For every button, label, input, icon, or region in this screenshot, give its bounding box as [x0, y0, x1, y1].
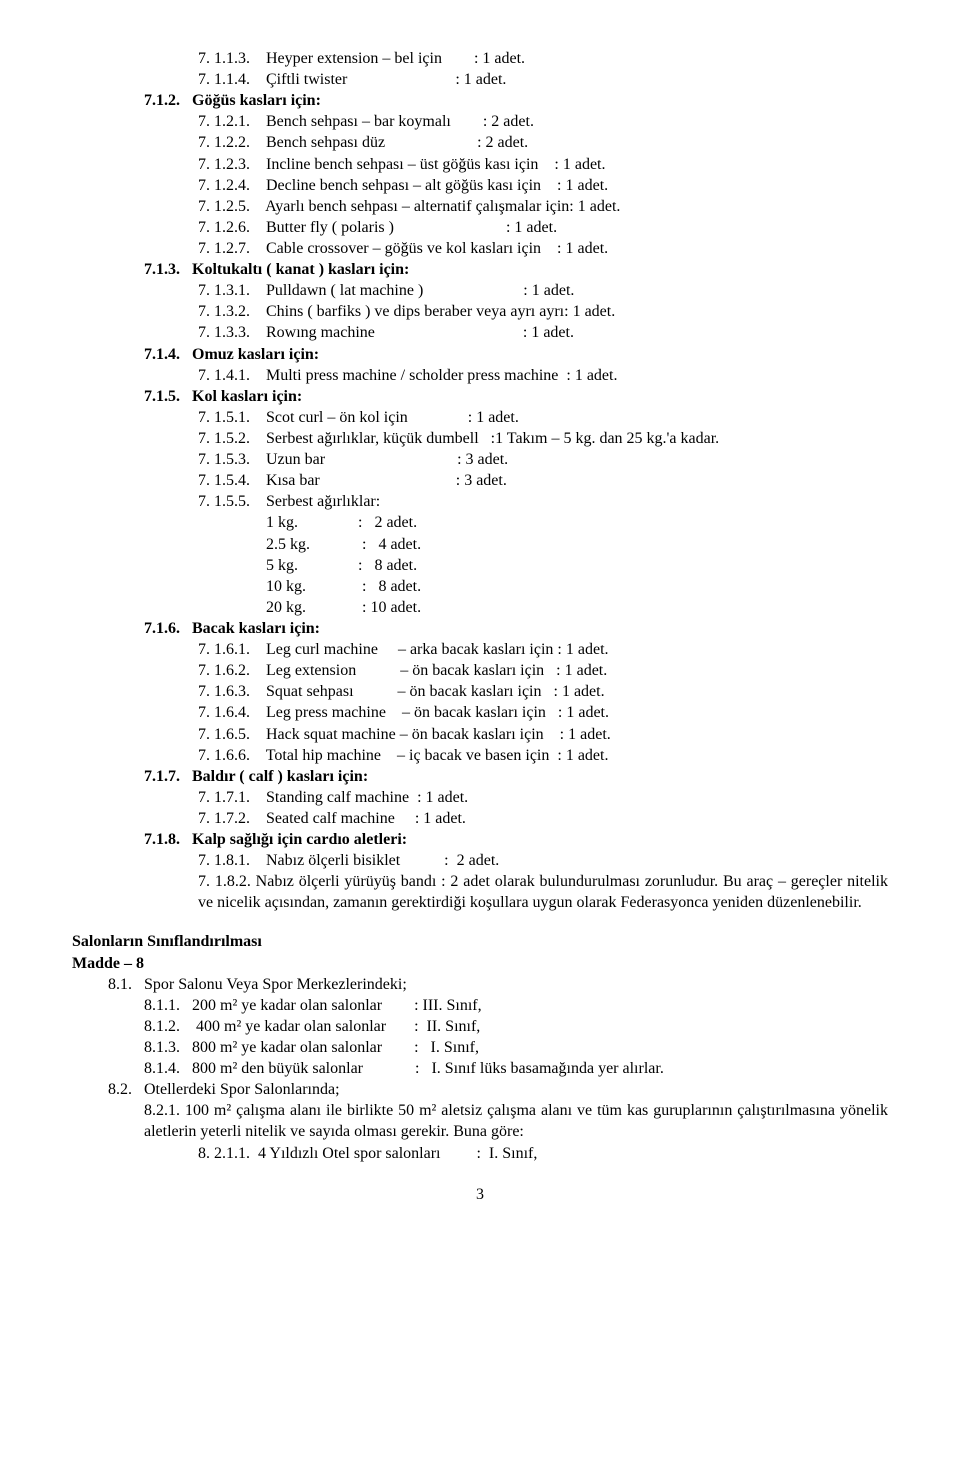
- item-8-1: 8.1. Spor Salonu Veya Spor Merkezlerinde…: [72, 974, 888, 995]
- heading-7-1-3: 7.1.3. Koltukaltı ( kanat ) kasları için…: [72, 259, 888, 280]
- heading-7-1-2: 7.1.2. Göğüs kasları için:: [72, 90, 888, 111]
- item-7-1-3-2: 7. 1.3.2. Chins ( barfiks ) ve dips bera…: [72, 301, 888, 322]
- item-7-1-5-5: 7. 1.5.5. Serbest ağırlıklar:: [72, 491, 888, 512]
- item-7-1-7-2: 7. 1.7.2. Seated calf machine : 1 adet.: [72, 808, 888, 829]
- item-7-1-3-3: 7. 1.3.3. Rowıng machine : 1 adet.: [72, 322, 888, 343]
- item-7-1-4-1: 7. 1.4.1. Multi press machine / scholder…: [72, 365, 888, 386]
- heading-7-1-6: 7.1.6. Bacak kasları için:: [72, 618, 888, 639]
- weight-5kg: 5 kg. : 8 adet.: [72, 555, 888, 576]
- item-7-1-6-5: 7. 1.6.5. Hack squat machine – ön bacak …: [72, 724, 888, 745]
- item-8-1-3: 8.1.3. 800 m² ye kadar olan salonlar : I…: [72, 1037, 888, 1058]
- item-7-1-5-1: 7. 1.5.1. Scot curl – ön kol için : 1 ad…: [72, 407, 888, 428]
- item-7-1-2-1: 7. 1.2.1. Bench sehpası – bar koymalı : …: [72, 111, 888, 132]
- item-7-1-1-4: 7. 1.1.4. Çiftli twister : 1 adet.: [72, 69, 888, 90]
- item-8-2-1: 8.2.1. 100 m² çalışma alanı ile birlikte…: [72, 1100, 888, 1142]
- item-7-1-6-6: 7. 1.6.6. Total hip machine – iç bacak v…: [72, 745, 888, 766]
- page-number: 3: [72, 1184, 888, 1205]
- item-7-1-2-2: 7. 1.2.2. Bench sehpası düz : 2 adet.: [72, 132, 888, 153]
- item-7-1-6-2: 7. 1.6.2. Leg extension – ön bacak kasla…: [72, 660, 888, 681]
- item-7-1-2-5: 7. 1.2.5. Ayarlı bench sehpası – alterna…: [72, 196, 888, 217]
- item-7-1-5-3: 7. 1.5.3. Uzun bar : 3 adet.: [72, 449, 888, 470]
- heading-7-1-5: 7.1.5. Kol kasları için:: [72, 386, 888, 407]
- item-7-1-2-3: 7. 1.2.3. Incline bench sehpası – üst gö…: [72, 154, 888, 175]
- item-7-1-8-1: 7. 1.8.1. Nabız ölçerli bisiklet : 2 ade…: [72, 850, 888, 871]
- heading-7-1-4: 7.1.4. Omuz kasları için:: [72, 344, 888, 365]
- item-7-1-5-4: 7. 1.5.4. Kısa bar : 3 adet.: [72, 470, 888, 491]
- weight-1kg: 1 kg. : 2 adet.: [72, 512, 888, 533]
- weight-2-5kg: 2.5 kg. : 4 adet.: [72, 534, 888, 555]
- item-7-1-6-3: 7. 1.6.3. Squat sehpası – ön bacak kasla…: [72, 681, 888, 702]
- item-7-1-3-1: 7. 1.3.1. Pulldawn ( lat machine ) : 1 a…: [72, 280, 888, 301]
- heading-madde-8: Madde – 8: [72, 953, 888, 974]
- heading-7-1-7: 7.1.7. Baldır ( calf ) kasları için:: [72, 766, 888, 787]
- item-8-1-2: 8.1.2. 400 m² ye kadar olan salonlar : I…: [72, 1016, 888, 1037]
- heading-salon-sinif: Salonların Sınıflandırılması: [72, 931, 888, 952]
- item-7-1-2-7: 7. 1.2.7. Cable crossover – göğüs ve kol…: [72, 238, 888, 259]
- item-7-1-7-1: 7. 1.7.1. Standing calf machine : 1 adet…: [72, 787, 888, 808]
- item-7-1-8-2: 7. 1.8.2. Nabız ölçerli yürüyüş bandı : …: [72, 871, 888, 913]
- item-7-1-5-2: 7. 1.5.2. Serbest ağırlıklar, küçük dumb…: [72, 428, 888, 449]
- item-7-1-2-4: 7. 1.2.4. Decline bench sehpası – alt gö…: [72, 175, 888, 196]
- item-7-1-6-4: 7. 1.6.4. Leg press machine – ön bacak k…: [72, 702, 888, 723]
- heading-7-1-8: 7.1.8. Kalp sağlığı için cardıo aletleri…: [72, 829, 888, 850]
- item-8-1-4: 8.1.4. 800 m² den büyük salonlar : I. Sı…: [72, 1058, 888, 1079]
- item-8-2-1-1: 8. 2.1.1. 4 Yıldızlı Otel spor salonları…: [72, 1143, 888, 1164]
- item-8-2: 8.2. Otellerdeki Spor Salonlarında;: [72, 1079, 888, 1100]
- item-7-1-2-6: 7. 1.2.6. Butter fly ( polaris ) : 1 ade…: [72, 217, 888, 238]
- item-7-1-6-1: 7. 1.6.1. Leg curl machine – arka bacak …: [72, 639, 888, 660]
- item-8-1-1: 8.1.1. 200 m² ye kadar olan salonlar : I…: [72, 995, 888, 1016]
- weight-10kg: 10 kg. : 8 adet.: [72, 576, 888, 597]
- weight-20kg: 20 kg. : 10 adet.: [72, 597, 888, 618]
- item-7-1-1-3: 7. 1.1.3. Heyper extension – bel için : …: [72, 48, 888, 69]
